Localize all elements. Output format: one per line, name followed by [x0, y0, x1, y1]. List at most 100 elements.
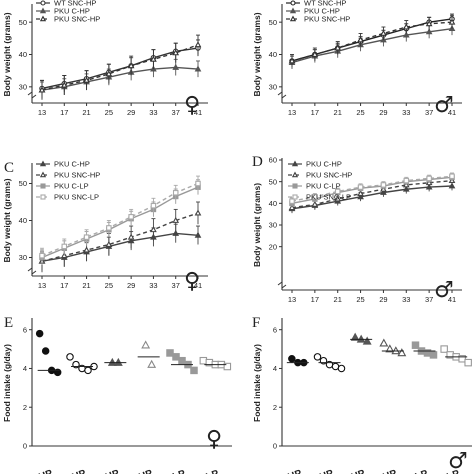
y-tick-label: 50: [19, 18, 27, 27]
data-point: [334, 188, 341, 195]
data-point: [425, 28, 433, 35]
series-pku-c-hp: [288, 21, 456, 70]
data-point: [403, 177, 410, 184]
legend-marker: [289, 7, 297, 14]
data-point: [426, 175, 432, 182]
data-point: [150, 202, 157, 209]
data-point: [41, 347, 50, 355]
data-point: [312, 194, 318, 200]
x-category-label: HP: [71, 468, 88, 474]
y-tick-label: 40: [19, 50, 27, 59]
series-line: [291, 179, 453, 209]
data-point: [35, 329, 44, 338]
female-symbol-icon: ♀: [206, 427, 222, 452]
data-point: [60, 81, 68, 88]
male-symbol-icon: ♂: [434, 93, 454, 118]
legend-label: PKU SNC-HP: [306, 171, 352, 180]
x-tick-label: 37: [425, 295, 433, 304]
legend-label: PKU SNC-LP: [306, 193, 351, 202]
series-line: [291, 175, 453, 202]
legend-label: PKU SNC-LP: [54, 193, 99, 202]
axis-break-mark: [277, 281, 287, 289]
data-point: [172, 49, 180, 56]
data-point: [150, 55, 157, 62]
data-point: [166, 349, 174, 357]
legend-marker: [40, 194, 46, 200]
data-point: [357, 184, 364, 190]
legend-label: PKU SNC-HP: [54, 15, 100, 24]
legend-label: PKU C-HP: [54, 7, 90, 16]
legend-label: PKU C-HP: [306, 160, 342, 169]
x-category-label: HP: [287, 468, 304, 474]
x-tick-label: 29: [127, 108, 135, 117]
data-point: [39, 252, 45, 259]
legend-marker: [291, 171, 299, 178]
chart-panel-b: 30 40 50 Body weight (grams) 13 17 21 25 29 33 37 4…: [252, 0, 462, 118]
legend-marker: [40, 183, 46, 189]
y-tick-label: 50: [19, 179, 27, 188]
legend-marker: [291, 160, 299, 167]
y-tick-label: 30: [269, 82, 277, 91]
data-point: [385, 344, 395, 353]
dot-group-6: LP: [199, 356, 232, 474]
x-tick-label: 41: [194, 108, 202, 117]
data-point: [411, 341, 420, 349]
x-category-label: HP: [318, 468, 335, 474]
y-tick-label: 2: [23, 403, 27, 412]
series-pku-c-hp: [38, 58, 202, 99]
x-tick-label: 25: [356, 295, 364, 304]
data-point: [289, 198, 295, 204]
dot-group-1: HP: [287, 355, 309, 474]
y-tick-label: 30: [269, 221, 277, 230]
x-tick-label: 17: [60, 281, 68, 290]
x-tick-label: 13: [288, 295, 296, 304]
series-line: [41, 47, 199, 90]
y-tick-label: 30: [19, 82, 27, 91]
y-tick-label: 40: [269, 199, 277, 208]
data-point: [105, 70, 113, 77]
data-point: [223, 362, 232, 371]
data-point: [440, 345, 448, 353]
x-tick-label: 41: [194, 281, 202, 290]
legend-label: WT SNC-HP: [304, 0, 346, 8]
y-tick-label: 50: [269, 177, 277, 186]
x-tick-label: 29: [379, 108, 387, 117]
data-point: [150, 226, 157, 233]
chart-panel-e: E 0 2 4 6 Food intake (g/day) HP HP HP HP LP LP ♀: [2, 315, 232, 474]
x-tick-label: 25: [105, 281, 113, 290]
data-point: [172, 216, 180, 223]
data-point: [194, 209, 202, 216]
series-pku-snc-hp: [288, 15, 456, 68]
y-tick-label: 6: [273, 325, 277, 334]
x-category-label: HP: [382, 468, 399, 474]
y-tick-label: 4: [23, 364, 27, 373]
series-pku-snc-hp: [38, 34, 202, 100]
data-point: [288, 203, 296, 211]
x-tick-label: 29: [379, 295, 387, 304]
series-line: [41, 232, 199, 262]
data-point: [449, 173, 455, 180]
data-point: [141, 340, 151, 349]
data-point: [194, 41, 202, 48]
chart-panel-a: 30 40 50 Body weight (grams) 13 17 21 25 29 33 37 4…: [2, 0, 208, 118]
data-point: [379, 338, 389, 347]
dot-group-3: HP: [104, 357, 127, 474]
x-category-label: LP: [171, 468, 187, 474]
x-category-label: HP: [137, 468, 154, 474]
x-category-label: LP: [414, 468, 430, 474]
legend-marker: [39, 7, 47, 14]
data-point: [311, 50, 319, 57]
data-point: [362, 336, 372, 345]
data-point: [106, 225, 112, 231]
data-point: [350, 332, 360, 341]
x-tick-label: 33: [149, 108, 157, 117]
series-line: [41, 182, 199, 257]
data-point: [288, 355, 296, 363]
data-point: [147, 359, 157, 368]
legend-marker: [289, 15, 297, 22]
dot-group-4: HP: [379, 338, 407, 474]
x-tick-label: 33: [402, 295, 410, 304]
dot-group-3: HP: [350, 332, 373, 474]
data-point: [334, 44, 342, 51]
